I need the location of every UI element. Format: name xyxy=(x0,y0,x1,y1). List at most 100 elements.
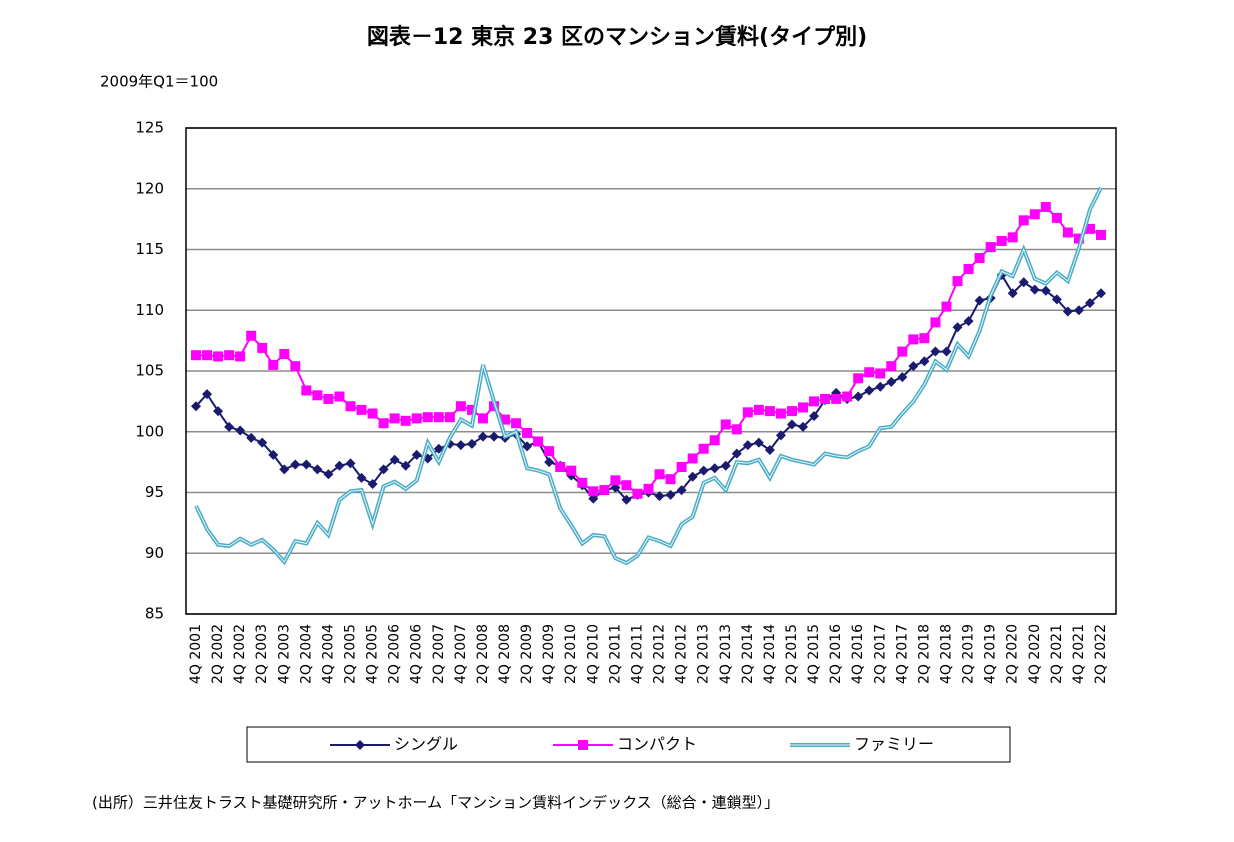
data-point xyxy=(323,469,334,480)
data-point xyxy=(1007,288,1018,299)
data-point xyxy=(842,391,853,402)
data-point xyxy=(952,322,963,333)
x-tick-label: 4Q 2018 xyxy=(938,624,954,684)
data-point xyxy=(356,404,367,415)
data-point xyxy=(433,412,444,423)
x-tick-label: 4Q 2014 xyxy=(762,624,778,684)
data-point xyxy=(378,464,389,475)
data-point xyxy=(213,351,224,362)
x-tick-label: 2Q 2015 xyxy=(784,624,800,684)
data-point xyxy=(213,406,224,417)
x-tick-label: 4Q 2012 xyxy=(674,624,690,684)
data-point xyxy=(290,361,301,372)
data-point xyxy=(764,406,775,417)
data-point xyxy=(466,438,477,449)
x-tick-label: 2Q 2010 xyxy=(563,624,579,684)
data-point xyxy=(301,459,312,470)
x-tick-label: 2Q 2007 xyxy=(431,624,447,684)
data-point xyxy=(389,413,400,424)
data-point xyxy=(1062,227,1073,238)
x-tick-label: 2Q 2009 xyxy=(519,624,535,684)
data-point xyxy=(720,419,731,430)
data-point xyxy=(290,459,301,470)
data-point xyxy=(798,421,809,432)
data-point xyxy=(555,461,566,472)
legend-marker xyxy=(578,740,588,750)
y-tick-label: 110 xyxy=(135,301,164,319)
data-point xyxy=(809,396,820,407)
x-tick-label: 4Q 2017 xyxy=(894,624,910,684)
data-point xyxy=(753,404,764,415)
data-point xyxy=(886,376,897,387)
x-tick-label: 4Q 2010 xyxy=(585,624,601,684)
data-point xyxy=(786,406,797,417)
data-point xyxy=(897,346,908,357)
data-point xyxy=(753,437,764,448)
data-point xyxy=(1029,209,1040,220)
data-point xyxy=(996,235,1007,246)
data-point xyxy=(334,460,345,471)
data-point xyxy=(279,464,290,475)
x-tick-label: 4Q 2002 xyxy=(232,624,248,684)
data-point xyxy=(676,485,687,496)
x-tick-label: 2Q 2002 xyxy=(210,624,226,684)
data-point xyxy=(1073,305,1084,316)
x-tick-label: 2Q 2013 xyxy=(696,624,712,684)
data-point xyxy=(698,465,709,476)
data-point xyxy=(477,413,488,424)
data-point xyxy=(246,330,257,341)
x-tick-label: 4Q 2006 xyxy=(409,624,425,684)
x-tick-label: 4Q 2011 xyxy=(629,624,645,684)
data-point xyxy=(731,424,742,435)
data-point xyxy=(224,350,235,361)
data-point xyxy=(919,356,930,367)
y-tick-label: 115 xyxy=(135,240,164,258)
data-point xyxy=(566,465,577,476)
data-point xyxy=(875,368,886,379)
data-point xyxy=(334,391,345,402)
data-point xyxy=(665,474,676,485)
data-point xyxy=(875,381,886,392)
data-point xyxy=(1073,233,1084,244)
plot-area xyxy=(185,127,1117,615)
data-point xyxy=(522,427,533,438)
data-point xyxy=(709,435,720,446)
data-point xyxy=(941,346,952,357)
data-point xyxy=(268,359,279,370)
data-point xyxy=(312,464,323,475)
data-point xyxy=(941,301,952,312)
x-tick-label: 2Q 2021 xyxy=(1049,624,1065,684)
data-point xyxy=(742,440,753,451)
x-tick-label: 4Q 2007 xyxy=(453,624,469,684)
data-point xyxy=(985,242,996,253)
x-tick-label: 4Q 2008 xyxy=(497,624,513,684)
x-tick-label: 2Q 2019 xyxy=(961,624,977,684)
data-point xyxy=(202,389,213,400)
data-point xyxy=(544,457,555,468)
x-tick-label: 4Q 2001 xyxy=(188,624,204,684)
y-tick-label: 90 xyxy=(145,544,164,562)
data-point xyxy=(709,463,720,474)
data-point xyxy=(1018,277,1029,288)
x-tick-label: 2Q 2017 xyxy=(872,624,888,684)
data-point xyxy=(257,437,268,448)
data-point xyxy=(1051,294,1062,305)
x-tick-label: 4Q 2016 xyxy=(850,624,866,684)
x-tick-label: 4Q 2013 xyxy=(718,624,734,684)
x-tick-label: 2Q 2006 xyxy=(387,624,403,684)
data-point xyxy=(522,441,533,452)
data-point xyxy=(853,373,864,384)
data-point xyxy=(279,348,290,359)
data-point xyxy=(897,372,908,383)
data-point xyxy=(389,454,400,465)
data-point xyxy=(654,491,665,502)
data-point xyxy=(422,412,433,423)
data-point xyxy=(1029,284,1040,295)
data-point xyxy=(312,390,323,401)
data-point xyxy=(356,472,367,483)
data-point xyxy=(1040,285,1051,296)
x-tick-label: 4Q 2004 xyxy=(320,624,336,684)
x-tick-label: 2Q 2020 xyxy=(1005,624,1021,684)
data-point xyxy=(1084,297,1095,308)
x-tick-label: 2Q 2016 xyxy=(828,624,844,684)
